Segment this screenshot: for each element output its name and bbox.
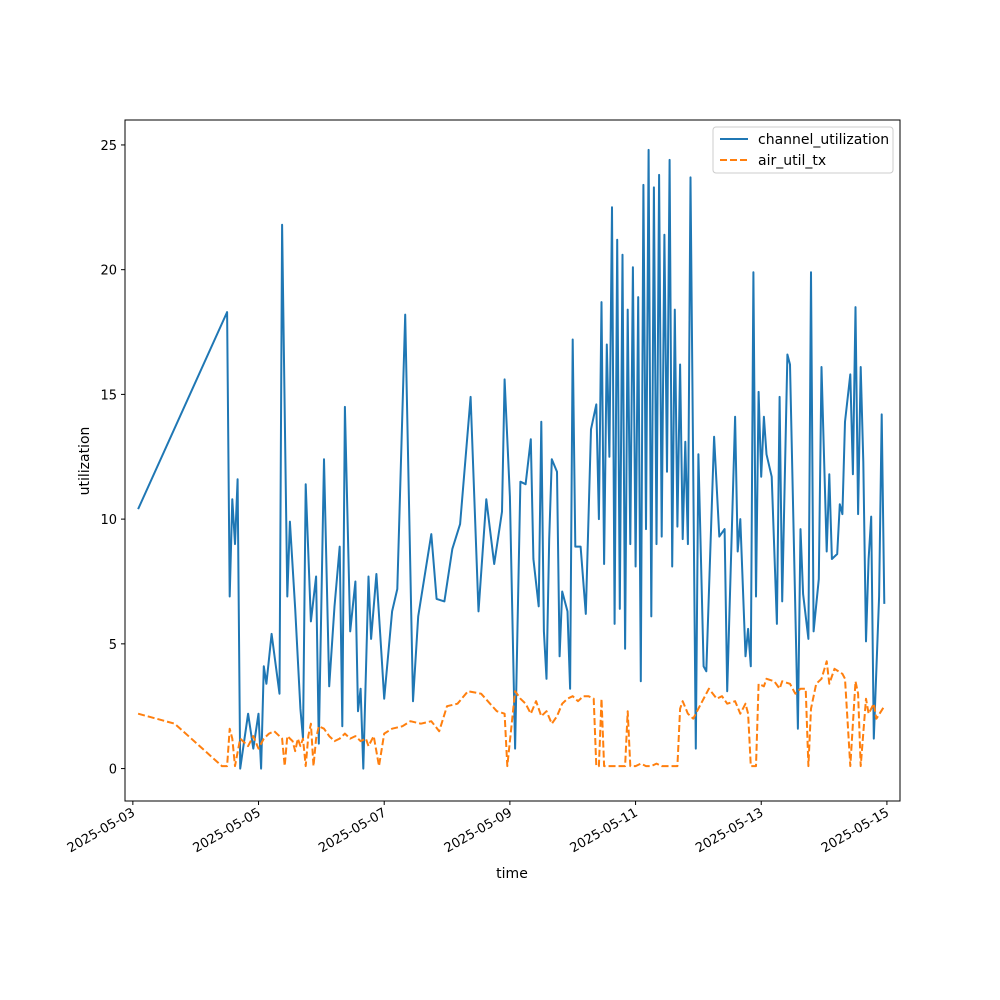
x-axis-label: time — [496, 866, 528, 882]
y-tick-label: 20 — [100, 264, 117, 279]
legend-label-air-util-tx: air_util_tx — [758, 153, 826, 169]
legend-label-channel-utilization: channel_utilization — [758, 132, 889, 148]
y-tick-label: 10 — [100, 513, 117, 528]
y-tick-label: 25 — [100, 139, 117, 154]
y-tick-label: 0 — [109, 763, 117, 778]
legend: channel_utilization air_util_tx — [712, 126, 894, 174]
y-axis-label: utilization — [77, 427, 93, 496]
plot-frame — [124, 119, 901, 802]
plot-content — [137, 148, 886, 770]
legend-box — [712, 126, 894, 174]
y-tick-label: 5 — [109, 638, 117, 653]
series-line-channel-utilization — [137, 148, 886, 770]
y-tick-label: 15 — [100, 388, 117, 403]
series-line-air-util-tx — [137, 660, 886, 768]
